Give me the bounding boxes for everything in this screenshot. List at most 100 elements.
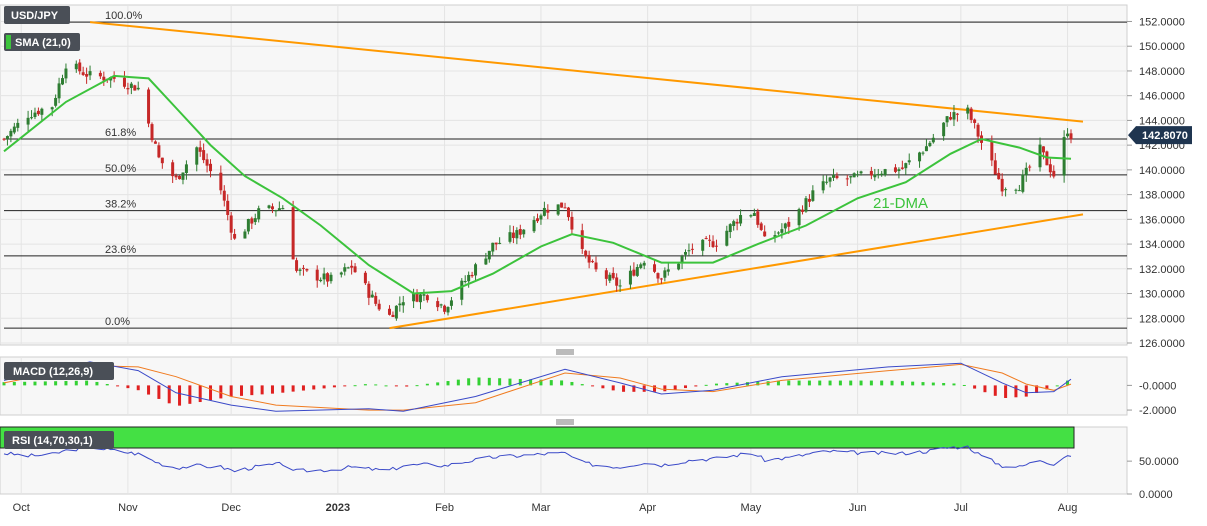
sma-legend-swatch — [6, 35, 11, 49]
candle-body — [195, 147, 199, 165]
candle-body — [61, 78, 65, 85]
candle-body — [343, 267, 347, 272]
candle-body — [2, 138, 6, 140]
macd-histogram-bar — [95, 381, 99, 386]
macd-histogram-bar — [301, 385, 305, 391]
candle-body — [136, 87, 140, 90]
candle-body — [1017, 190, 1021, 192]
candle-body — [511, 232, 515, 238]
macd-histogram-bar — [518, 378, 522, 386]
candle-body — [690, 248, 694, 250]
macd-histogram-bar — [198, 385, 202, 403]
macd-histogram-bar — [1004, 385, 1008, 398]
candle-body — [1028, 166, 1032, 168]
macd-histogram-bar — [2, 382, 6, 386]
macd-histogram-bar — [54, 381, 58, 386]
macd-histogram-bar — [415, 385, 419, 387]
candle-body — [928, 142, 932, 147]
candle-body — [656, 273, 660, 279]
candle-body — [973, 119, 977, 123]
candle-body — [883, 169, 887, 176]
candle-body — [570, 216, 574, 230]
candle-body — [945, 116, 949, 123]
fib-level-label: 23.6% — [105, 244, 136, 256]
candle-body — [728, 224, 732, 233]
price-tick-label: 128.0000 — [1139, 313, 1185, 325]
macd-histogram-bar — [642, 385, 646, 392]
rsi-line — [3, 445, 1072, 473]
candle-body — [78, 62, 82, 72]
price-tick-label: 146.0000 — [1139, 91, 1185, 103]
candle-body — [835, 175, 839, 179]
macd-histogram-bar — [539, 379, 543, 386]
trendline — [389, 213, 1084, 330]
candle-body — [849, 176, 853, 178]
candle-body — [277, 208, 281, 211]
candle-body — [129, 83, 133, 88]
candle-body — [1024, 167, 1028, 176]
candle-body — [274, 210, 278, 212]
time-tick-label: Feb — [435, 502, 454, 514]
candle-body — [563, 207, 567, 209]
last-price-tag: 142.8070 — [1128, 126, 1192, 145]
candle-body — [88, 71, 92, 76]
candle-body — [350, 265, 354, 268]
candle-body — [780, 229, 784, 233]
candle-body — [955, 113, 959, 115]
candle-body — [1041, 146, 1045, 153]
price-tick-label: 132.0000 — [1139, 264, 1185, 276]
candle-body — [291, 207, 295, 260]
macd-histogram-bar — [663, 385, 667, 392]
trendlines — [89, 21, 1084, 330]
candle-body — [412, 293, 416, 302]
candle-body — [147, 89, 151, 124]
candle-body — [536, 218, 539, 222]
candle-body — [439, 304, 443, 306]
candle-body — [1021, 174, 1025, 192]
macd-histogram-bar — [684, 385, 688, 389]
macd-histogram-bar — [942, 383, 946, 386]
macd-histogram-bar — [157, 385, 161, 399]
candle-body — [752, 213, 756, 216]
fib-level-label: 38.2% — [105, 199, 136, 211]
candle-body — [532, 220, 536, 232]
candle-body — [749, 215, 753, 217]
candle-body — [732, 221, 736, 227]
candle-body — [209, 163, 213, 172]
candle-body — [508, 232, 512, 242]
candle-body — [184, 164, 188, 173]
rsi-overbought-band — [0, 426, 1075, 449]
candle-body — [639, 264, 643, 268]
candle-body — [126, 88, 130, 90]
candle-body — [1014, 189, 1018, 191]
macd-histogram-bar — [136, 385, 140, 391]
macd-histogram-bar — [312, 385, 316, 390]
macd-histogram-bar — [384, 385, 388, 387]
candle-body — [931, 137, 935, 143]
candle-body — [30, 117, 34, 119]
candle-body — [515, 230, 519, 239]
macd-line — [3, 361, 1072, 412]
candle-body — [594, 262, 598, 270]
candle-body — [102, 76, 106, 81]
time-tick-label: Oct — [13, 502, 30, 514]
fibonacci-levels — [4, 21, 1127, 329]
candle-body — [370, 294, 374, 298]
macd-histogram-bar — [714, 383, 718, 386]
candle-body — [677, 263, 681, 270]
pane-resize-handle-macd[interactable] — [556, 349, 574, 355]
candle-body — [98, 72, 102, 77]
macd-histogram-bar — [33, 381, 37, 386]
macd-histogram-bar — [653, 385, 657, 392]
candle-body — [470, 274, 474, 277]
candle-body — [1066, 133, 1070, 137]
candle-body — [539, 215, 543, 220]
macd-title: MACD (12,26,9) — [13, 366, 93, 378]
pane-resize-handle-rsi[interactable] — [556, 419, 574, 425]
candle-body — [759, 223, 763, 230]
macd-histogram-bar — [270, 385, 274, 394]
candle-body — [202, 150, 206, 161]
macd-histogram-bar — [756, 381, 760, 386]
candle-body — [735, 221, 739, 224]
